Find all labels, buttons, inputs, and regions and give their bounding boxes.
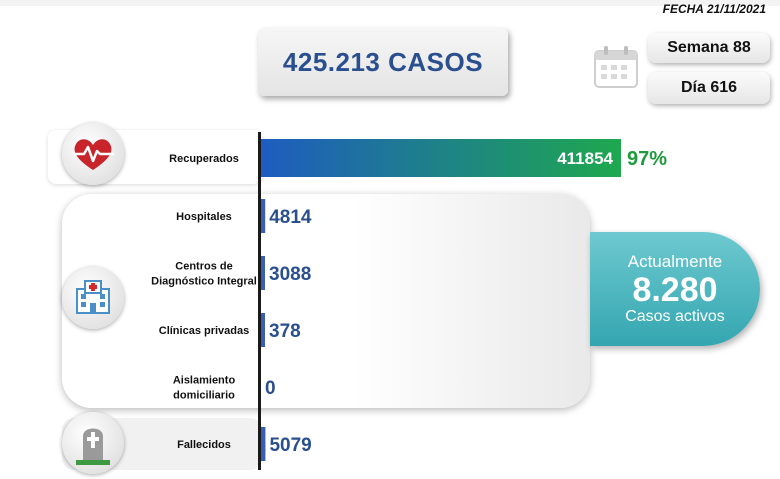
bar	[261, 199, 266, 233]
category-label: Clínicas privadas	[159, 325, 250, 337]
category-label: Recuperados	[169, 153, 239, 165]
value-label: 5079	[269, 435, 311, 456]
total-cases-value: 425.213 CASOS	[282, 46, 484, 77]
bar	[261, 313, 265, 347]
value-label: 411854	[557, 149, 613, 168]
top-strip	[0, 0, 780, 6]
bar	[261, 256, 265, 290]
bar	[261, 139, 621, 177]
day-label: Día 616	[680, 79, 738, 96]
report-date: FECHA 21/11/2021	[662, 2, 766, 16]
active-cases-card: Actualmente 8.280 Casos activos	[590, 232, 760, 346]
category-label: Hospitales	[176, 211, 232, 223]
bar	[261, 427, 266, 461]
active-cases-title: Actualmente	[627, 252, 723, 271]
week-badge: Semana 88	[648, 33, 770, 63]
category-label: Aislamiento domiciliario	[173, 375, 236, 402]
percent-annotation: 97%	[627, 148, 667, 170]
chart-axis-line	[258, 132, 261, 470]
value-label: 3088	[269, 264, 311, 285]
active-cases-subtitle: Casos activos	[625, 308, 725, 325]
category-label: Fallecidos	[177, 439, 231, 451]
value-label: 4814	[269, 207, 312, 228]
total-cases-box: 425.213 CASOS	[258, 28, 508, 96]
active-cases-value: 8.280	[632, 271, 718, 309]
week-label: Semana 88	[667, 39, 751, 56]
value-label: 378	[269, 321, 301, 342]
tombstone-icon	[62, 412, 124, 474]
care-panel	[62, 194, 590, 408]
calendar-icon	[594, 46, 638, 88]
day-badge: Día 616	[648, 72, 770, 104]
category-label: Centros de Diagnóstico Integral	[151, 261, 257, 288]
heart-monitor-icon	[62, 123, 124, 185]
value-label: 0	[265, 378, 276, 399]
hospital-icon	[62, 267, 124, 329]
